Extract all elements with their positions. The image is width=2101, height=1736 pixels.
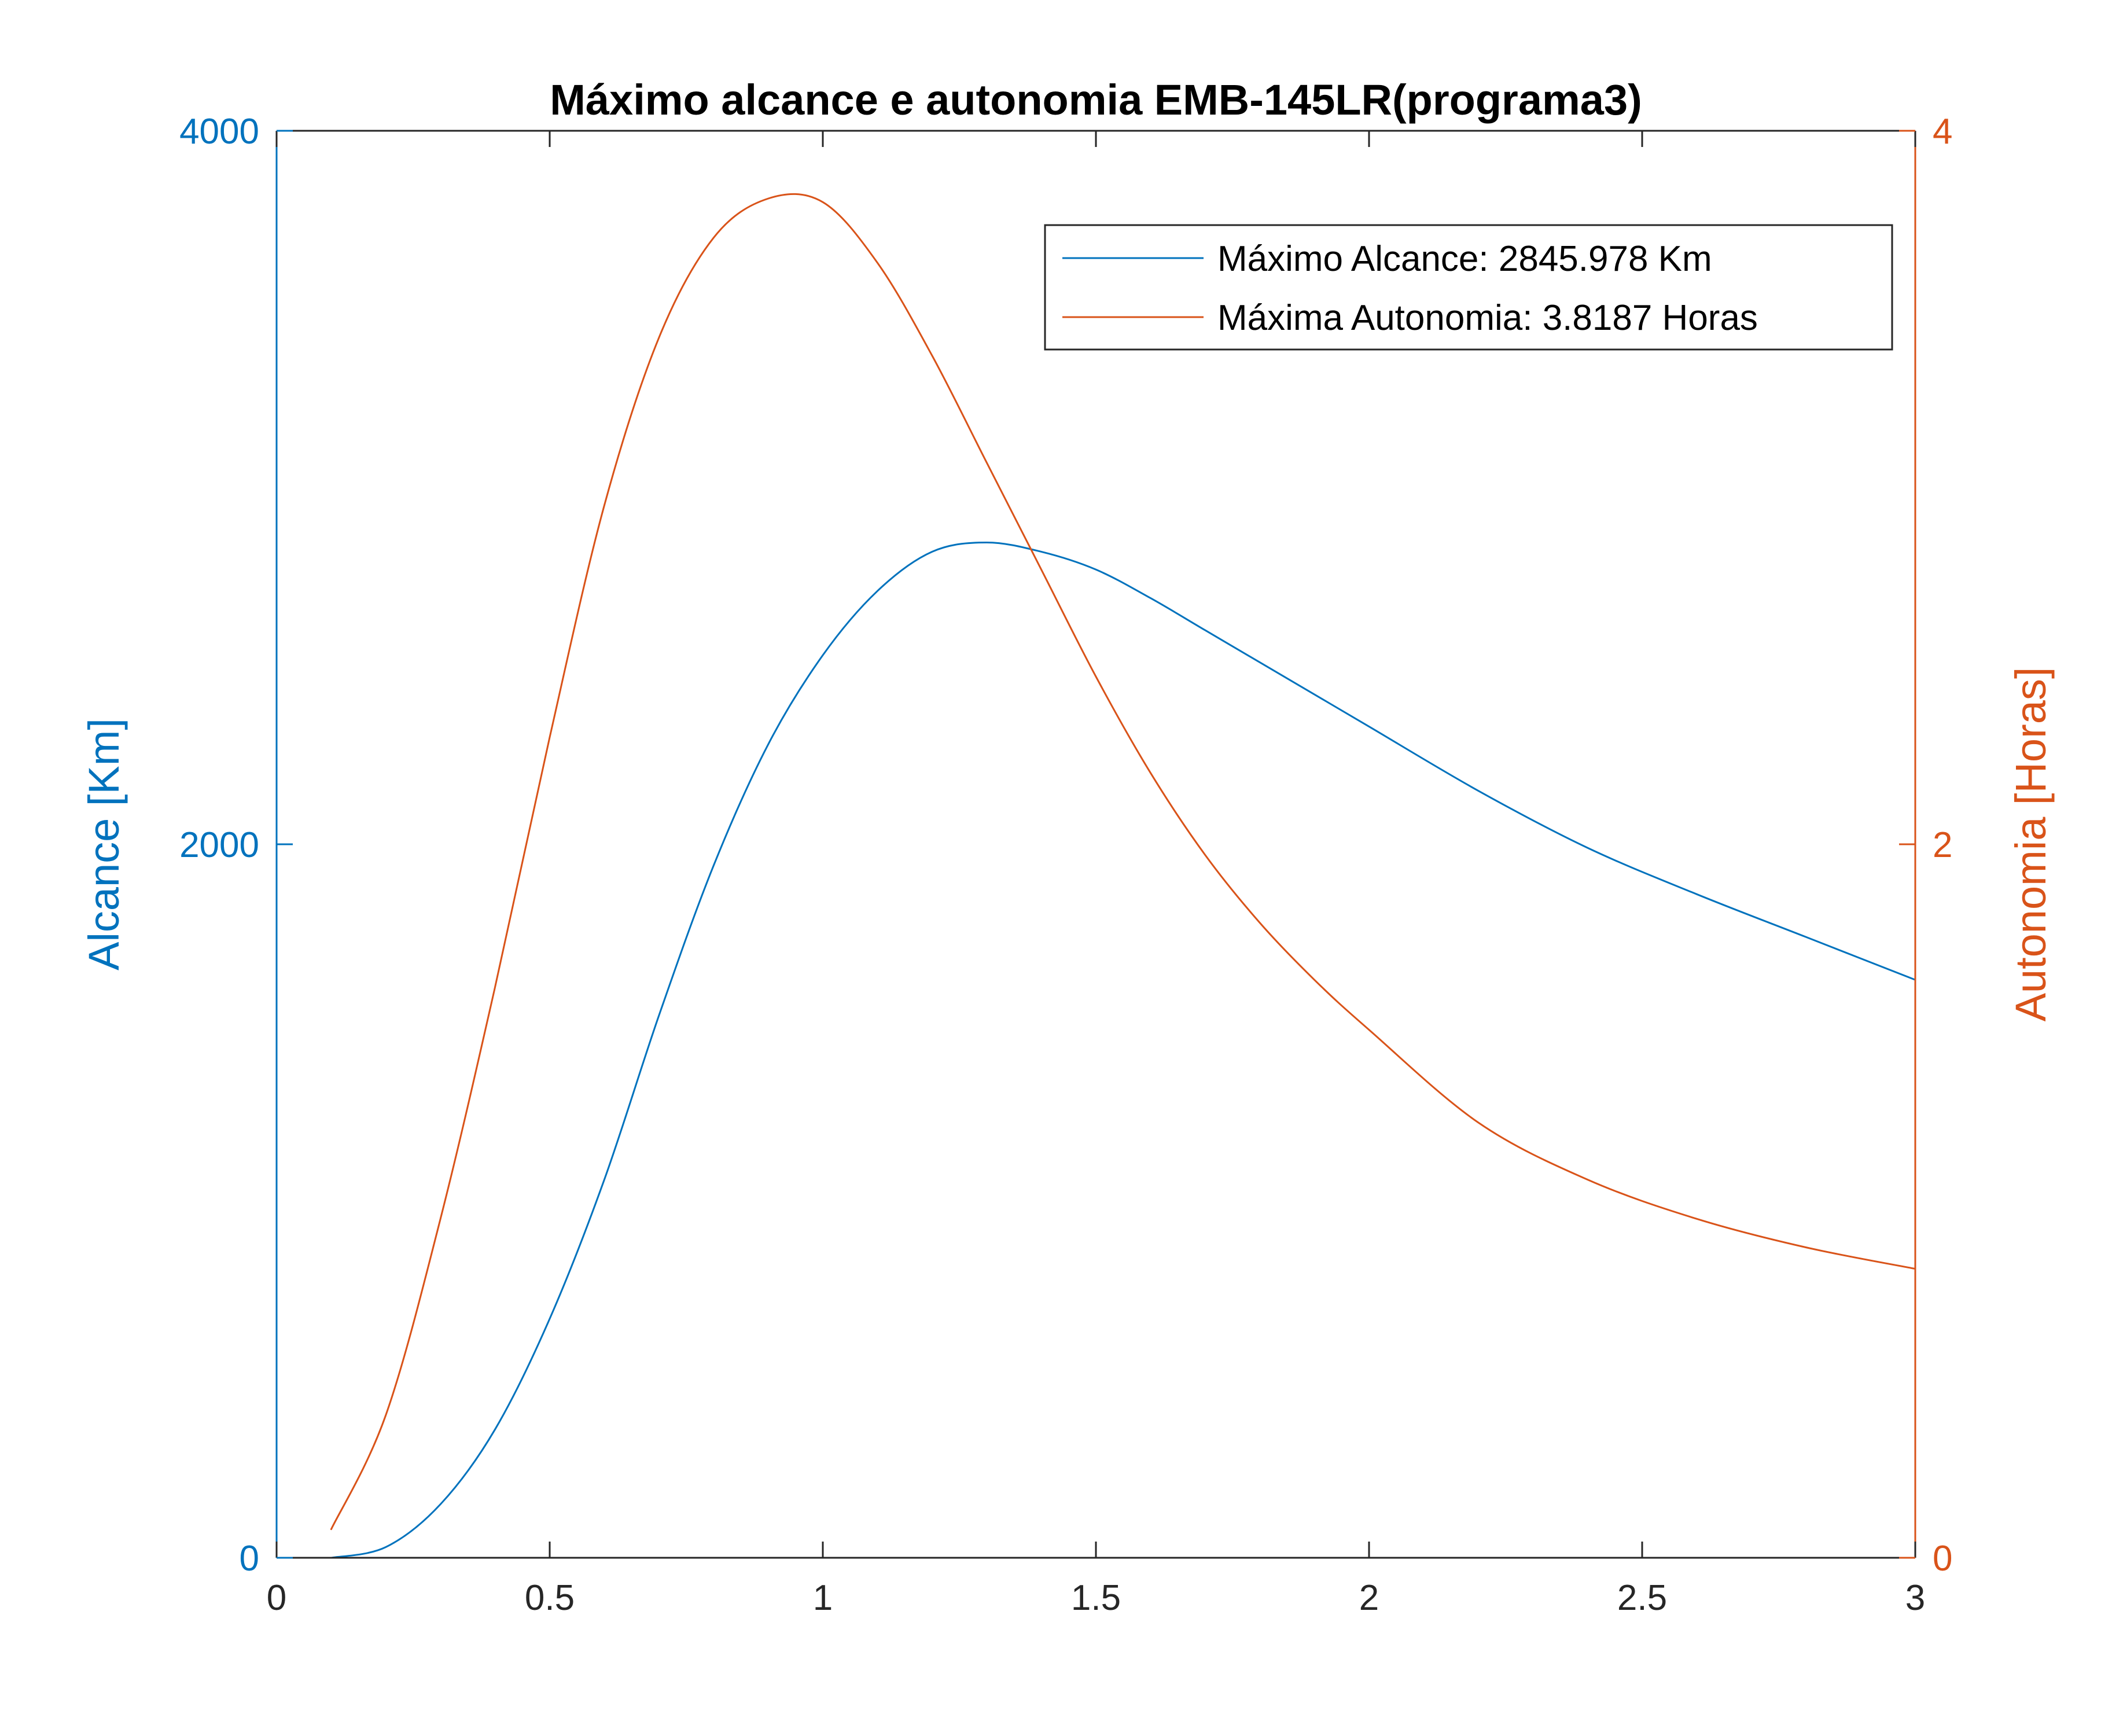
legend-box — [1044, 224, 1893, 351]
x-tick-label: 0 — [267, 1578, 286, 1618]
x-tick-label: 2.5 — [1617, 1578, 1667, 1618]
x-axis-ticks: 0 0.5 1 1.5 2 2.5 3 — [267, 131, 1925, 1618]
series-line-autonomia — [330, 193, 1916, 1531]
left-y-axis-ticks: 0 2000 4000 — [179, 112, 293, 1579]
right-y-tick-label: 4 — [1933, 112, 1952, 152]
series-line-alcance — [330, 541, 1916, 1559]
x-tick-label: 2 — [1359, 1578, 1379, 1618]
right-y-tick-label: 0 — [1933, 1539, 1952, 1579]
left-y-tick-label: 0 — [240, 1539, 259, 1579]
right-y-tick-label: 2 — [1933, 825, 1952, 865]
legend-label-alcance: Máximo Alcance: 2845.978 Km — [1217, 239, 1712, 279]
legend-label-autonomia: Máxima Autonomia: 3.8187 Horas — [1217, 298, 1758, 338]
left-y-tick-label: 4000 — [179, 112, 259, 152]
left-y-tick-label: 2000 — [179, 825, 259, 865]
x-tick-label: 3 — [1905, 1578, 1925, 1618]
right-y-axis-ticks: 0 2 4 — [1899, 112, 1952, 1579]
legend: Máximo Alcance: 2845.978 Km Máxima Auton… — [1044, 224, 1893, 351]
left-y-axis-label: Alcance [Km] — [80, 718, 128, 970]
chart-title: Máximo alcance e autonomia EMB-145LR(pro… — [550, 76, 1642, 124]
x-tick-label: 1 — [813, 1578, 833, 1618]
x-tick-label: 0.5 — [525, 1578, 575, 1618]
series-layer — [330, 193, 1916, 1559]
right-y-axis-label: Autonomia [Horas] — [2007, 667, 2055, 1022]
x-tick-label: 1.5 — [1071, 1578, 1121, 1618]
